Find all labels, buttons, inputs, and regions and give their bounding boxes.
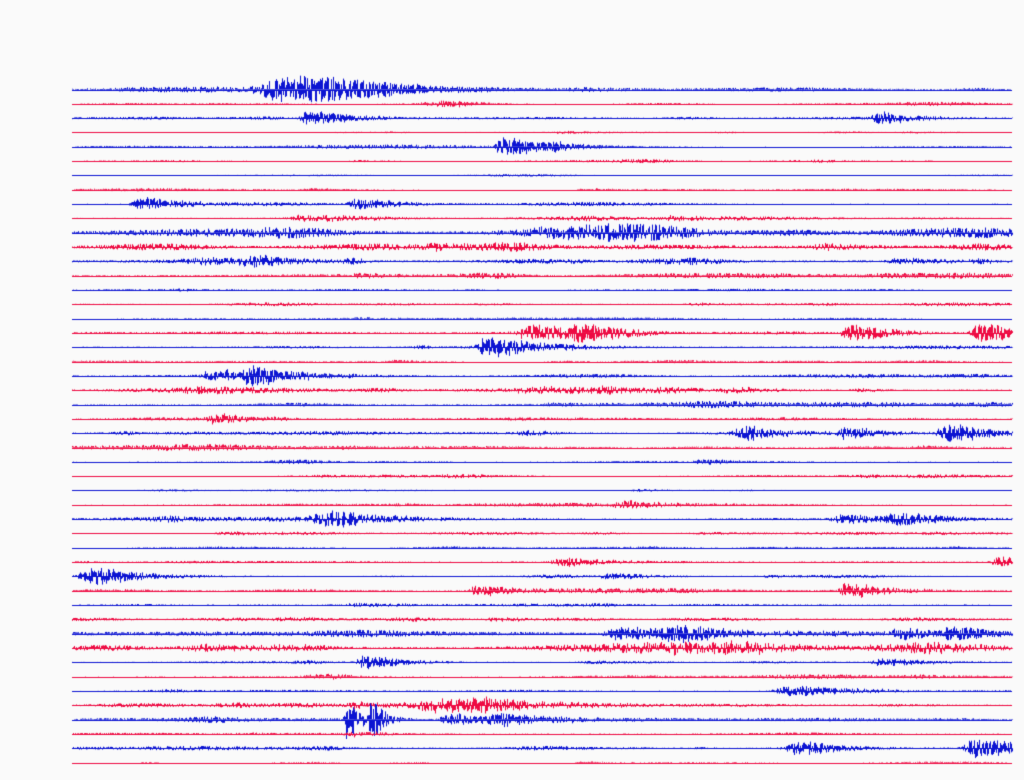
helicorder-plot: HL Lokris 2018-04-06 Applied filter: WWS… bbox=[0, 0, 1024, 780]
seismogram-traces bbox=[0, 0, 1024, 780]
